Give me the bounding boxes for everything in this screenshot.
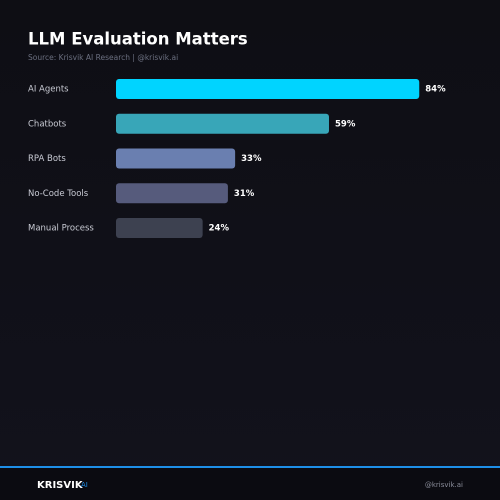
- bar: [116, 218, 203, 238]
- footer: [0, 468, 500, 500]
- footer-tag: AI: [81, 481, 88, 489]
- category-label: No-Code Tools: [28, 189, 89, 199]
- bar: [116, 79, 420, 99]
- category-label: AI Agents: [28, 85, 69, 95]
- value-label: 84%: [425, 85, 446, 95]
- bar: [116, 148, 236, 169]
- value-label: 33%: [241, 154, 262, 164]
- value-label: 59%: [335, 119, 356, 129]
- bar: [116, 183, 228, 204]
- chart-title: LLM Evaluation Matters: [28, 30, 248, 49]
- bar: [116, 113, 329, 134]
- footer-brand: KRISVIK: [37, 480, 84, 491]
- value-label: 31%: [234, 189, 255, 199]
- chart-subtitle: Source: Krisvik AI Research | @krisvik.a…: [28, 53, 178, 62]
- value-label: 24%: [209, 224, 230, 234]
- category-label: RPA Bots: [28, 154, 66, 164]
- bars: AI Agents 84% Chatbots 59% RPA Bots 33% No-Cod…: [28, 79, 446, 238]
- category-label: Manual Process: [28, 224, 94, 234]
- footer-handle: @krisvik.ai: [425, 481, 463, 489]
- footer-divider: [0, 466, 500, 468]
- category-label: Chatbots: [28, 119, 67, 129]
